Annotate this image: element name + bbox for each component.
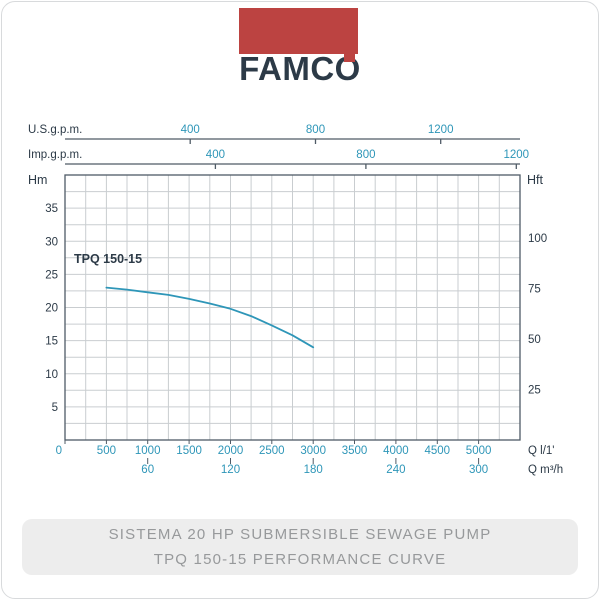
flow-m3h-tick-label: 180 bbox=[304, 464, 323, 476]
brand-name: FAMCO bbox=[239, 50, 361, 87]
right-axis-tick-label: 25 bbox=[528, 385, 541, 397]
flow-lmin-tick-label: 500 bbox=[97, 445, 116, 457]
flow-lmin-tick-label: 4500 bbox=[425, 445, 451, 457]
curve-label: TPQ 150-15 bbox=[74, 252, 142, 266]
right-axis-tick-label: 75 bbox=[528, 284, 541, 296]
imp-gpm-tick-label: 400 bbox=[206, 149, 225, 161]
left-axis-tick-label: 10 bbox=[45, 369, 58, 381]
left-axis-label: Hm bbox=[28, 173, 47, 187]
left-axis-tick-label: 5 bbox=[52, 402, 58, 414]
us-gpm-tick-label: 800 bbox=[306, 124, 325, 136]
plot-border bbox=[64, 174, 521, 441]
flow-m3h-tick-label: 240 bbox=[386, 464, 405, 476]
logo-mark bbox=[239, 8, 358, 54]
flow-lmin-tick-label: 4000 bbox=[383, 445, 409, 457]
footer-line2: TPQ 150-15 PERFORMANCE CURVE bbox=[153, 551, 447, 568]
left-axis-tick-label: 15 bbox=[45, 336, 58, 348]
us-gpm-axis-label: U.S.g.p.m. bbox=[28, 124, 82, 136]
imp-gpm-axis-label: Imp.g.p.m. bbox=[28, 149, 82, 161]
us-gpm-tick-label: 1200 bbox=[428, 124, 454, 136]
pump-curve bbox=[105, 286, 315, 349]
left-axis-tick-label: 35 bbox=[45, 203, 58, 215]
flow-lmin-tick-label: 1000 bbox=[135, 445, 161, 457]
left-axis-tick-label: 20 bbox=[45, 303, 58, 315]
imp-gpm-tick-label: 1200 bbox=[504, 149, 530, 161]
imp-gpm-tick-label: 800 bbox=[356, 149, 375, 161]
right-axis-tick-label: 100 bbox=[528, 233, 547, 245]
left-axis-tick-label: 25 bbox=[45, 269, 58, 281]
flow-m3h-tick-label: 300 bbox=[469, 464, 488, 476]
us-gpm-tick-label: 400 bbox=[181, 124, 200, 136]
footer: SISTEMA 20 HP SUBMERSIBLE SEWAGE PUMP TP… bbox=[22, 519, 578, 575]
flow-lmin-tick-label: 5000 bbox=[466, 445, 492, 457]
flow-lmin-tick-label: 2500 bbox=[259, 445, 285, 457]
brand-accent-square bbox=[344, 51, 355, 62]
flow-m3h-axis-label: Q m³/h bbox=[528, 464, 563, 476]
right-axis-tick-label: 50 bbox=[528, 334, 541, 346]
right-axis-label: Hft bbox=[527, 173, 544, 187]
footer-line1: SISTEMA 20 HP SUBMERSIBLE SEWAGE PUMP bbox=[108, 526, 492, 543]
flow-lmin-tick-label: 1500 bbox=[176, 445, 202, 457]
flow-lmin-tick-label: 2000 bbox=[218, 445, 244, 457]
flow-lmin-tick-label: 3500 bbox=[342, 445, 368, 457]
flow-m3h-tick-label: 120 bbox=[221, 464, 240, 476]
flow-m3h-tick-label: 60 bbox=[141, 464, 154, 476]
flow-lmin-tick-label: 0 bbox=[56, 445, 62, 457]
left-axis-tick-label: 30 bbox=[45, 236, 58, 248]
flow-lmin-tick-label: 3000 bbox=[300, 445, 326, 457]
flow-lmin-axis-label: Q l/1' bbox=[528, 445, 554, 457]
